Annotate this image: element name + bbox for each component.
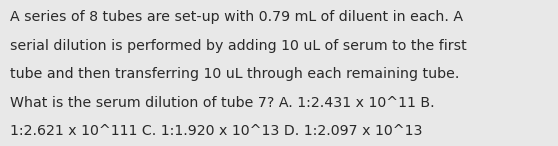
Text: 1:2.621 x 10^111 C. 1:1.920 x 10^13 D. 1:2.097 x 10^13: 1:2.621 x 10^111 C. 1:1.920 x 10^13 D. 1… bbox=[10, 124, 422, 138]
Text: What is the serum dilution of tube 7? A. 1:2.431 x 10^11 B.: What is the serum dilution of tube 7? A.… bbox=[10, 96, 435, 110]
Text: tube and then transferring 10 uL through each remaining tube.: tube and then transferring 10 uL through… bbox=[10, 67, 459, 81]
Text: serial dilution is performed by adding 10 uL of serum to the first: serial dilution is performed by adding 1… bbox=[10, 39, 467, 53]
Text: A series of 8 tubes are set-up with 0.79 mL of diluent in each. A: A series of 8 tubes are set-up with 0.79… bbox=[10, 10, 463, 24]
